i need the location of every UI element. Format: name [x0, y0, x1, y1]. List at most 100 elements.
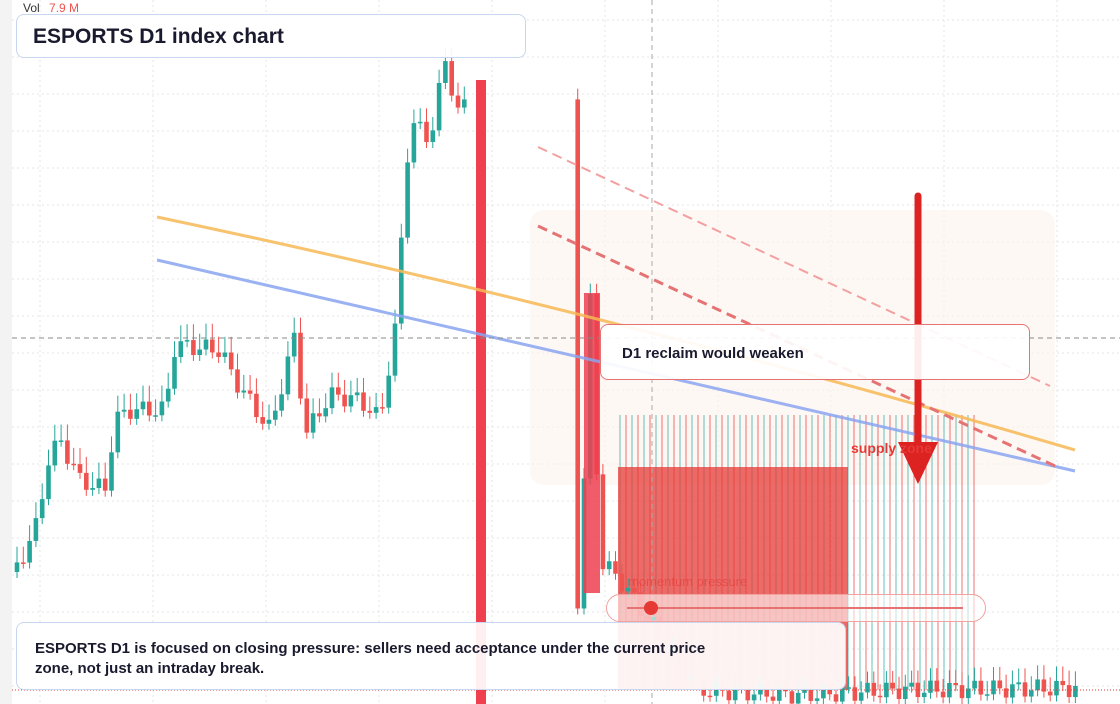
candle-body [455, 95, 461, 108]
candle-body [632, 587, 637, 593]
candle-body [392, 323, 398, 376]
candle-body [751, 694, 757, 701]
candle-body [909, 682, 914, 687]
candle-body [336, 387, 341, 395]
candle-body [165, 388, 171, 402]
candle-body [462, 99, 467, 108]
candle-body [808, 686, 814, 701]
candle-body [770, 696, 776, 701]
candle-body [865, 682, 870, 693]
candle-body [260, 417, 265, 424]
candle-body [430, 130, 436, 143]
candle-body [241, 390, 247, 393]
vol-label: Vol [23, 1, 40, 15]
candle-body [90, 488, 95, 490]
candle-body [890, 682, 895, 689]
candle-body [877, 695, 883, 698]
supply-label: supply zone [851, 440, 932, 456]
candle-body [915, 682, 921, 698]
candle-body [216, 352, 221, 357]
candle-body [298, 332, 303, 399]
candle-body [191, 340, 196, 356]
candle-body [147, 401, 152, 416]
candle-body [102, 478, 108, 491]
candle-body [317, 413, 322, 417]
candle-body [279, 394, 284, 411]
candle-body [997, 680, 1003, 689]
candle-body [348, 395, 354, 407]
candle-body [96, 478, 102, 489]
candle-body [777, 686, 782, 701]
candle-body [52, 440, 58, 466]
title-box: ESPORTS D1 index chart [16, 14, 526, 58]
candle-body [310, 413, 316, 433]
candle-body [115, 411, 121, 453]
candle-body [625, 587, 631, 592]
candle-body [84, 472, 89, 490]
candle-body [972, 680, 977, 689]
candle-body [745, 685, 751, 701]
candle-body [235, 369, 240, 393]
candle-body [443, 61, 448, 83]
candle-body [153, 415, 158, 417]
candle-body [1060, 680, 1066, 686]
candle-body [77, 464, 83, 473]
candle-body [58, 440, 64, 442]
candle-body [1010, 684, 1015, 698]
candle-body [928, 680, 933, 693]
candle-body [1003, 688, 1009, 698]
candle-body [399, 237, 404, 324]
candle-body [65, 440, 70, 464]
candle-body [984, 694, 990, 696]
candle-body [978, 680, 984, 695]
candle-body [1029, 690, 1034, 697]
candle-body [228, 352, 234, 370]
candle-body [1035, 679, 1040, 691]
big-candle [584, 293, 600, 593]
candle-body [159, 401, 165, 416]
candle-body [417, 121, 423, 124]
candle-body [21, 562, 26, 564]
momentum-label: momentum pressure [628, 574, 748, 589]
candle-body [619, 573, 625, 592]
candle-body [121, 409, 127, 412]
candle-body [852, 687, 858, 701]
candle-body [1022, 682, 1028, 697]
candle-body [128, 409, 133, 419]
candle-body [380, 407, 385, 409]
candle-body [1047, 691, 1053, 696]
candle-body [134, 409, 139, 419]
candle-body [361, 392, 366, 411]
candle-body [903, 686, 908, 700]
candle-body [367, 410, 373, 413]
footer-box: ESPORTS D1 is focused on closing pressur… [16, 622, 846, 690]
candle-body [921, 692, 927, 698]
candle-body [172, 357, 177, 389]
candle-body [27, 540, 32, 563]
candle-body [1041, 679, 1047, 692]
candle-body [323, 408, 328, 417]
reclaim-box: D1 reclaim would weaken [600, 324, 1030, 380]
candle-body [197, 349, 202, 356]
candle-body [247, 390, 253, 394]
reclaim-text: D1 reclaim would weaken [622, 345, 804, 362]
candle-body [764, 684, 769, 697]
candle-body [940, 691, 946, 698]
candle-body [449, 61, 454, 96]
candle-body [46, 465, 51, 500]
candle-body [884, 682, 889, 698]
momentum-slider [606, 594, 986, 622]
candle-body [222, 352, 228, 357]
candle-body [1066, 685, 1072, 698]
candle-body [14, 562, 20, 572]
candle-body [953, 682, 958, 686]
candle-body [266, 419, 272, 424]
candle-body [934, 680, 940, 692]
candle-body [833, 694, 839, 702]
candle-body [947, 682, 952, 698]
candle-body [726, 690, 732, 701]
candle-body [896, 688, 902, 700]
candle-body [606, 561, 612, 570]
vol-legend: Vol 7.9 M [23, 1, 79, 15]
